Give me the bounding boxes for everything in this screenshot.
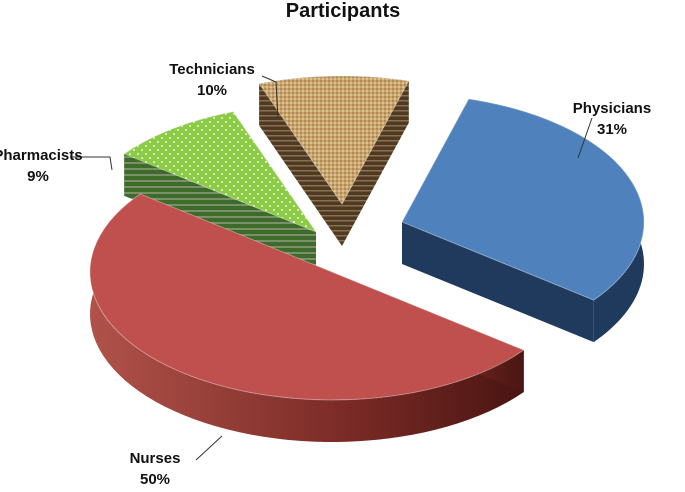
leader-line-pharmacists <box>70 156 113 171</box>
slice-nurses-outer-wall <box>90 193 524 442</box>
label-pharmacists-percent: 9% <box>27 168 49 185</box>
slice-pharmacists-side-wall-1 <box>124 153 317 274</box>
label-technicians-name: Technicians <box>169 61 255 78</box>
label-nurses-percent: 50% <box>140 471 170 488</box>
slice-technicians <box>258 75 410 247</box>
label-physicians-percent: 31% <box>597 121 627 138</box>
slice-physicians-side-wall-2 <box>402 222 594 343</box>
slice-technicians-side-wall-1 <box>259 83 342 246</box>
slice-pharmacists-top <box>123 111 318 234</box>
leader-line-nurses <box>195 435 223 461</box>
label-physicians-name: Physicians <box>573 100 651 117</box>
slice-technicians-side-wall-2 <box>342 80 409 247</box>
label-technicians-percent: 10% <box>197 82 227 99</box>
label-nurses-name: Nurses <box>130 450 181 467</box>
slice-physicians-top <box>401 98 645 301</box>
data-labels: Physicians 31% Nurses 50% Pharmacists 9% Techn… <box>0 61 651 488</box>
slice-physicians <box>401 98 645 343</box>
leader-line-physicians <box>577 117 593 159</box>
label-pharmacists-name: Pharmacists <box>0 147 83 164</box>
slice-nurses <box>89 193 525 442</box>
leader-line-technicians <box>261 75 279 119</box>
slice-pharmacists <box>123 111 318 274</box>
slice-nurses-top <box>89 193 525 401</box>
slice-technicians-top <box>258 75 410 205</box>
pie-slices <box>89 75 645 442</box>
chart-title: Participants <box>286 0 400 22</box>
